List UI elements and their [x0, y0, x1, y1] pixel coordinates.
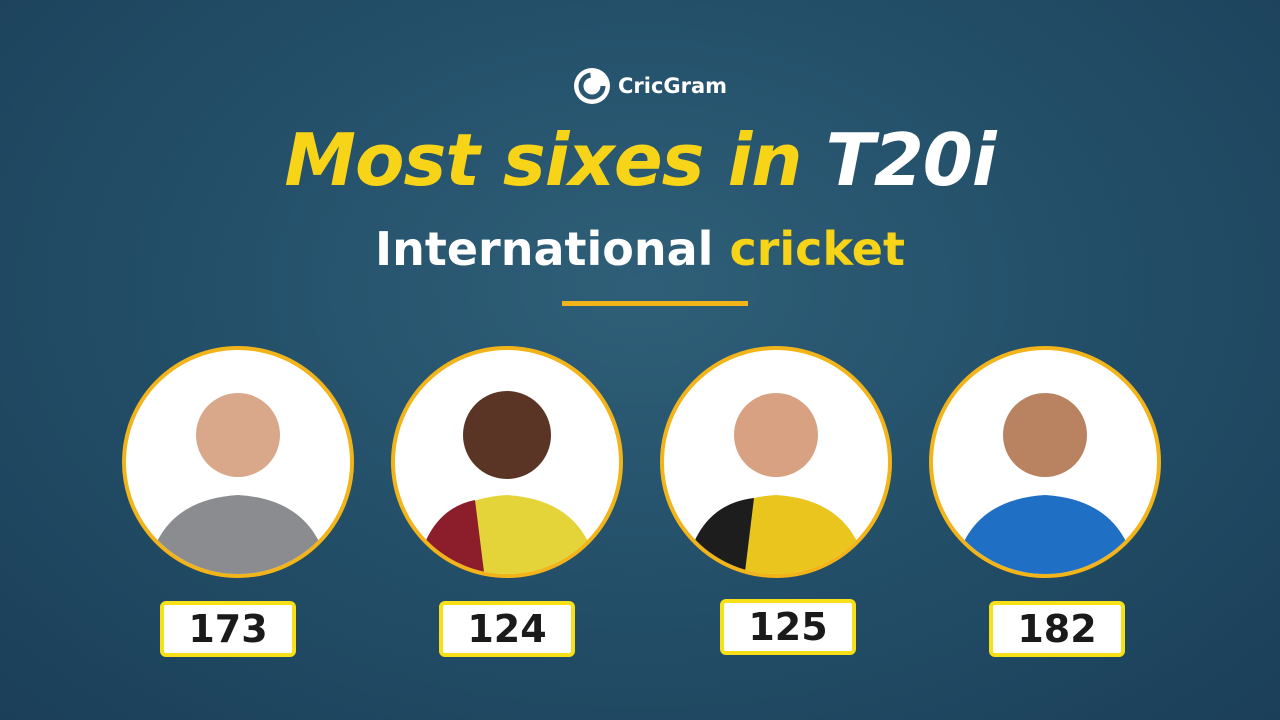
title-part: T20i	[825, 118, 997, 202]
title: Most sixes in T20i	[0, 118, 1280, 202]
subtitle-part: cricket	[729, 222, 905, 276]
divider	[562, 301, 748, 306]
sixes-count: 125	[720, 599, 856, 655]
player-photo	[122, 346, 354, 578]
title-part: Most sixes in	[284, 118, 802, 202]
player-photo	[929, 346, 1161, 578]
player-photo	[660, 346, 892, 578]
player-photo	[391, 346, 623, 578]
sixes-count: 182	[989, 601, 1125, 657]
sixes-count: 124	[439, 601, 575, 657]
subtitle-part: International	[374, 222, 714, 276]
logo-text: CricGram	[618, 74, 728, 98]
logo-icon	[574, 68, 610, 104]
sixes-count: 173	[160, 601, 296, 657]
subtitle: International cricket	[0, 222, 1280, 276]
logo: CricGram	[572, 66, 727, 106]
